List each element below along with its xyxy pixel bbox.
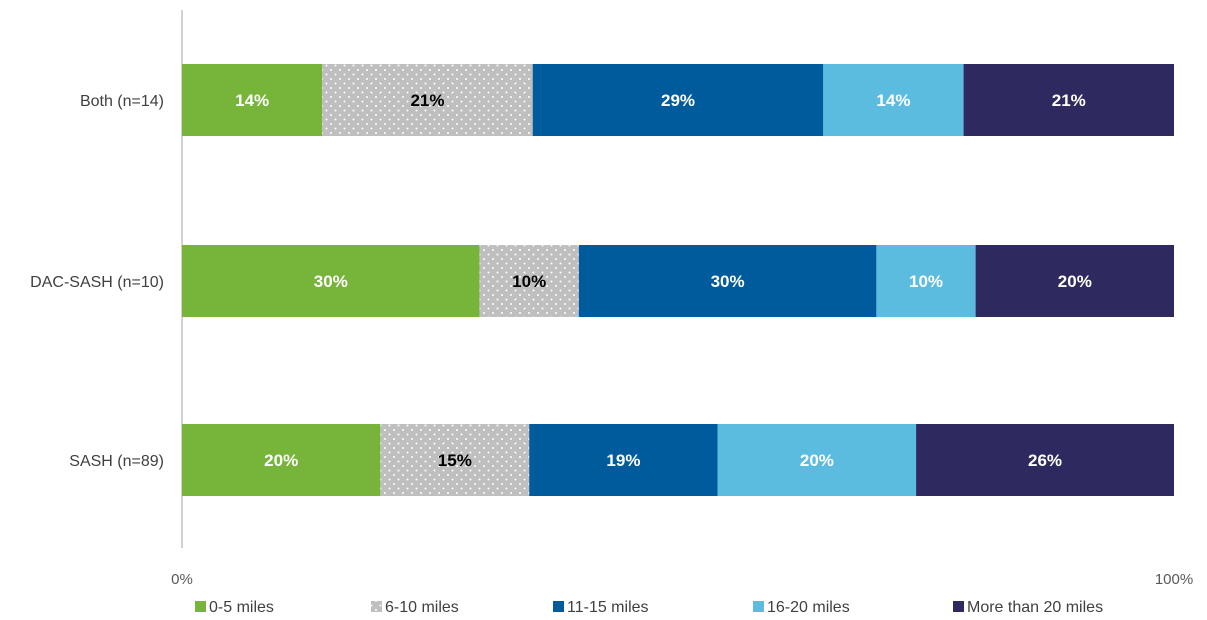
data-label: 10% (909, 272, 943, 291)
legend-swatch (195, 601, 206, 612)
bar-segment (963, 64, 1174, 136)
bar-segment (182, 424, 381, 496)
bar-segment (380, 424, 530, 496)
data-label: 19% (606, 451, 640, 470)
data-labels: 14% 21% 29% 14% 21% 30% 10% 30% 10% 20% 20% 15% 19% 2… (235, 91, 1092, 470)
data-label: 14% (235, 91, 269, 110)
data-label: 26% (1028, 451, 1062, 470)
data-label: 30% (314, 272, 348, 291)
data-label: 29% (661, 91, 695, 110)
bars (182, 64, 1174, 496)
data-label: 21% (410, 91, 444, 110)
bar-segment (322, 64, 533, 136)
data-label: 20% (1058, 272, 1092, 291)
bar-segment (916, 424, 1174, 496)
bar-segment (717, 424, 917, 496)
bar-segment (182, 245, 480, 317)
x-tick-label: 100% (1155, 571, 1193, 588)
legend-label: 6-10 miles (385, 599, 459, 616)
axes: Both (n=14) DAC-SASH (n=10) SASH (n=89) 0% 1… (30, 10, 1193, 588)
bar-segment (532, 64, 824, 136)
legend-label: 11-15 miles (567, 599, 649, 616)
data-label: 14% (876, 91, 910, 110)
data-label: 30% (711, 272, 745, 291)
bar-segment (578, 245, 877, 317)
bar-segment (823, 64, 964, 136)
data-label: 15% (438, 451, 472, 470)
bar-segment (876, 245, 976, 317)
legend-swatch (371, 601, 382, 612)
x-tick-label: 0% (171, 571, 193, 588)
legend: 0-5 miles 6-10 miles 11-15 miles 16-20 mile… (195, 599, 1103, 616)
legend-swatch (753, 601, 764, 612)
data-label: 20% (800, 451, 834, 470)
category-label: DAC-SASH (n=10) (30, 274, 164, 291)
data-label: 10% (512, 272, 546, 291)
legend-label: More than 20 miles (967, 599, 1103, 616)
bar-segment (182, 64, 323, 136)
bar-segment (479, 245, 579, 317)
category-label: SASH (n=89) (69, 453, 164, 470)
data-label: 20% (264, 451, 298, 470)
category-label: Both (n=14) (80, 93, 164, 110)
bar-segment (529, 424, 718, 496)
bar-segment (975, 245, 1174, 317)
legend-label: 0-5 miles (209, 599, 274, 616)
legend-swatch (553, 601, 564, 612)
data-label: 21% (1052, 91, 1086, 110)
legend-swatch (953, 601, 964, 612)
legend-label: 16-20 miles (767, 599, 850, 616)
